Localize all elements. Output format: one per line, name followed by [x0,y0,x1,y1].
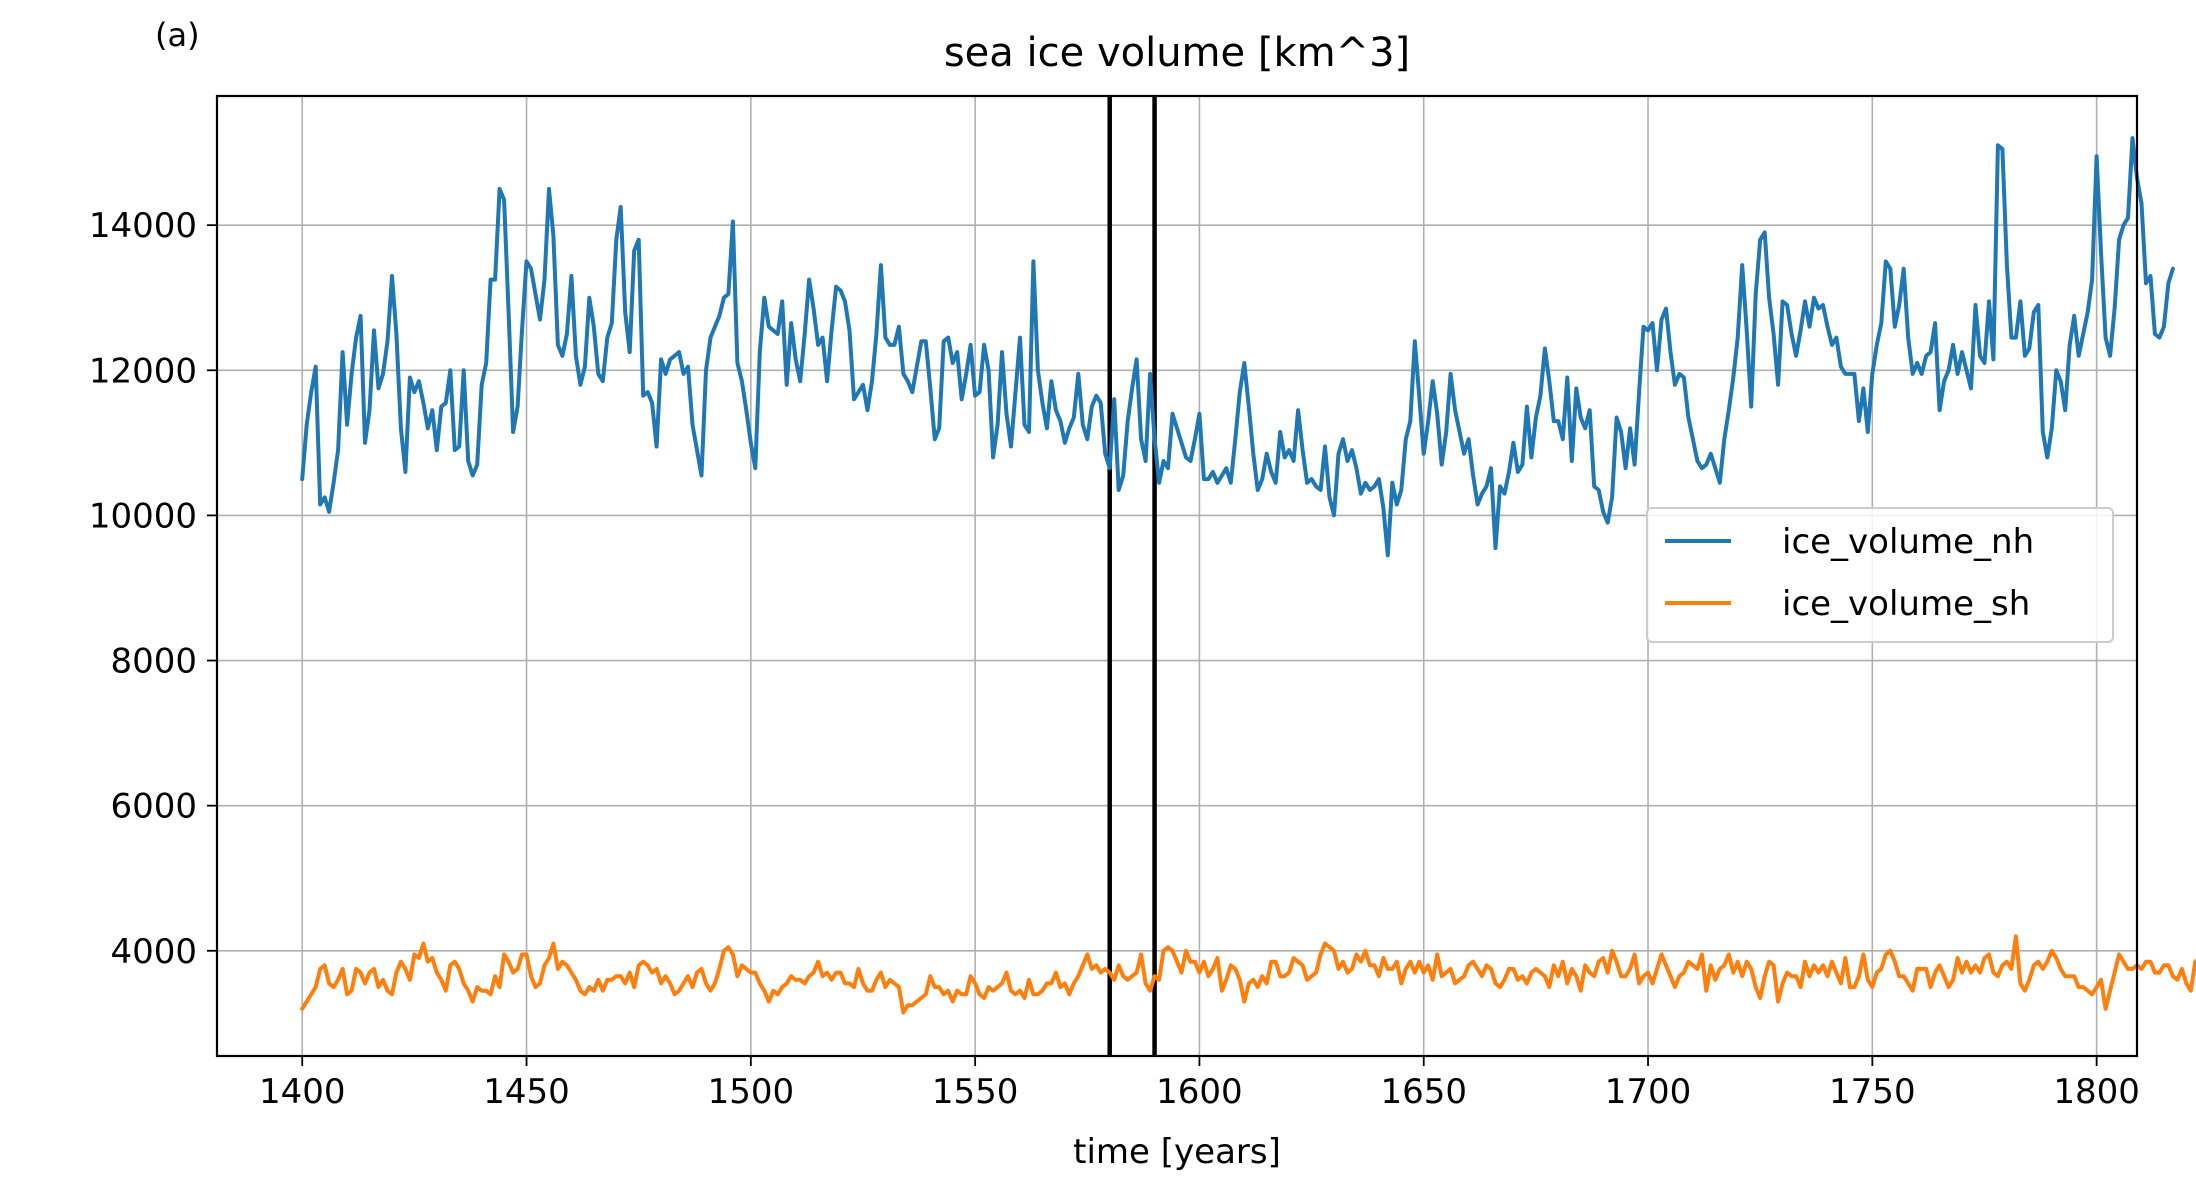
legend: ice_volume_nh ice_volume_sh [1646,507,2114,643]
y-tick-label: 12000 [89,351,197,391]
chart-title: sea ice volume [km^3] [944,30,1410,76]
x-tick-label: 1600 [1156,1072,1243,1112]
y-tick-label: 4000 [110,932,197,972]
y-tick-label: 14000 [89,206,197,246]
x-axis-ticks: 1400 1450 1500 1550 1600 1650 1700 1750 1800 [259,1056,2140,1112]
x-tick-label: 1800 [2053,1072,2140,1112]
legend-box [1646,507,2114,643]
y-tick-label: 8000 [110,642,197,682]
grid-lines [217,96,2137,1056]
x-axis-label: time [years] [1073,1132,1281,1172]
x-tick-label: 1550 [932,1072,1019,1112]
x-tick-label: 1450 [483,1072,570,1112]
panel-label: (a) [155,16,200,54]
y-axis-ticks: 4000 6000 8000 10000 12000 14000 [89,206,217,972]
series-line-ice-volume-sh [300,934,2196,1015]
x-tick-label: 1650 [1380,1072,1467,1112]
y-tick-label: 10000 [89,496,197,536]
plot-frame [215,94,2139,1058]
x-tick-label: 1400 [259,1072,346,1112]
x-tick-label: 1500 [708,1072,795,1112]
legend-label-ice-volume-sh: ice_volume_sh [1782,584,2030,624]
legend-label-ice-volume-nh: ice_volume_nh [1782,522,2034,562]
x-tick-label: 1750 [1829,1072,1916,1112]
vertical-markers [1107,96,1157,1056]
y-tick-label: 6000 [110,787,197,827]
series-lines [300,136,2196,1015]
series-line-ice-volume-nh [300,136,2175,558]
x-tick-label: 1700 [1605,1072,1692,1112]
